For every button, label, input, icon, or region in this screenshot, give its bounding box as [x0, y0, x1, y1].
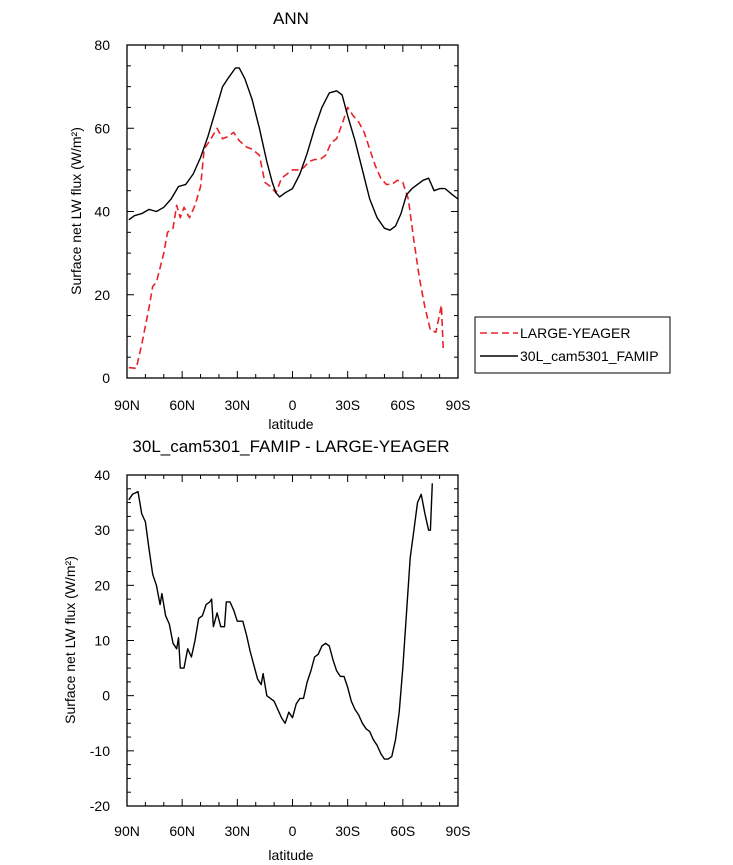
series-line-30l-cam5301-famip	[128, 67, 459, 231]
legend-label-large-yeager: LARGE-YEAGER	[520, 325, 630, 341]
x-axis-label: latitude	[268, 847, 313, 863]
x-tick-label: 60S	[390, 397, 415, 413]
y-tick-label: 20	[94, 577, 110, 593]
chart-panel-difference: 30L_cam5301_FAMIP - LARGE-YEAGER 90N 60N 3…	[62, 437, 470, 863]
chart-title: 30L_cam5301_FAMIP - LARGE-YEAGER	[132, 437, 449, 456]
x-tick-label: 0	[289, 823, 297, 839]
legend-label-famip: 30L_cam5301_FAMIP	[520, 348, 659, 364]
y-tick-label: -10	[90, 743, 110, 759]
x-tick-label: 90S	[446, 823, 471, 839]
y-tick-label: 0	[102, 688, 110, 704]
x-tick-label: 30S	[335, 823, 360, 839]
chart-title: ANN	[273, 9, 309, 28]
y-tick-label: -20	[90, 798, 110, 814]
y-axis-label: Surface net LW flux (W/m²)	[68, 127, 84, 295]
y-tick-label: 80	[94, 37, 110, 53]
y-tick-label: 30	[94, 522, 110, 538]
plot-frame	[126, 44, 459, 379]
y-tick-label: 40	[94, 467, 110, 483]
x-tick-label: 0	[289, 397, 297, 413]
plot-area	[128, 67, 459, 370]
plot-frame	[126, 474, 459, 807]
x-tick-label: 90N	[114, 397, 140, 413]
series-line-difference	[128, 483, 433, 760]
chart-panel-ann: ANN 90N 60N 30N 0 30S 60S 90S 0 20 40 60 80 latitud…	[68, 9, 671, 432]
ticks: 90N 60N 30N 0 30S 60S 90S -20 -10 0 10 20 30 40	[90, 467, 471, 839]
x-tick-label: 30N	[224, 397, 250, 413]
y-tick-label: 60	[94, 120, 110, 136]
x-tick-label: 90N	[114, 823, 140, 839]
ticks: 90N 60N 30N 0 30S 60S 90S 0 20 40 60 80	[94, 37, 470, 413]
y-tick-label: 40	[94, 204, 110, 220]
y-tick-label: 0	[102, 370, 110, 386]
y-axis-label: Surface net LW flux (W/m²)	[62, 556, 78, 724]
x-tick-label: 60N	[169, 823, 195, 839]
x-tick-label: 90S	[446, 397, 471, 413]
x-axis-label: latitude	[268, 416, 313, 432]
x-tick-label: 30N	[224, 823, 250, 839]
x-tick-label: 60S	[390, 823, 415, 839]
x-tick-label: 30S	[335, 397, 360, 413]
y-tick-label: 20	[94, 287, 110, 303]
y-tick-label: 10	[94, 633, 110, 649]
plot-area	[128, 483, 433, 760]
legend: LARGE-YEAGER 30L_cam5301_FAMIP	[474, 316, 671, 374]
legend-box	[474, 316, 671, 374]
x-tick-label: 60N	[169, 397, 195, 413]
series-line-large-yeager	[128, 106, 445, 370]
